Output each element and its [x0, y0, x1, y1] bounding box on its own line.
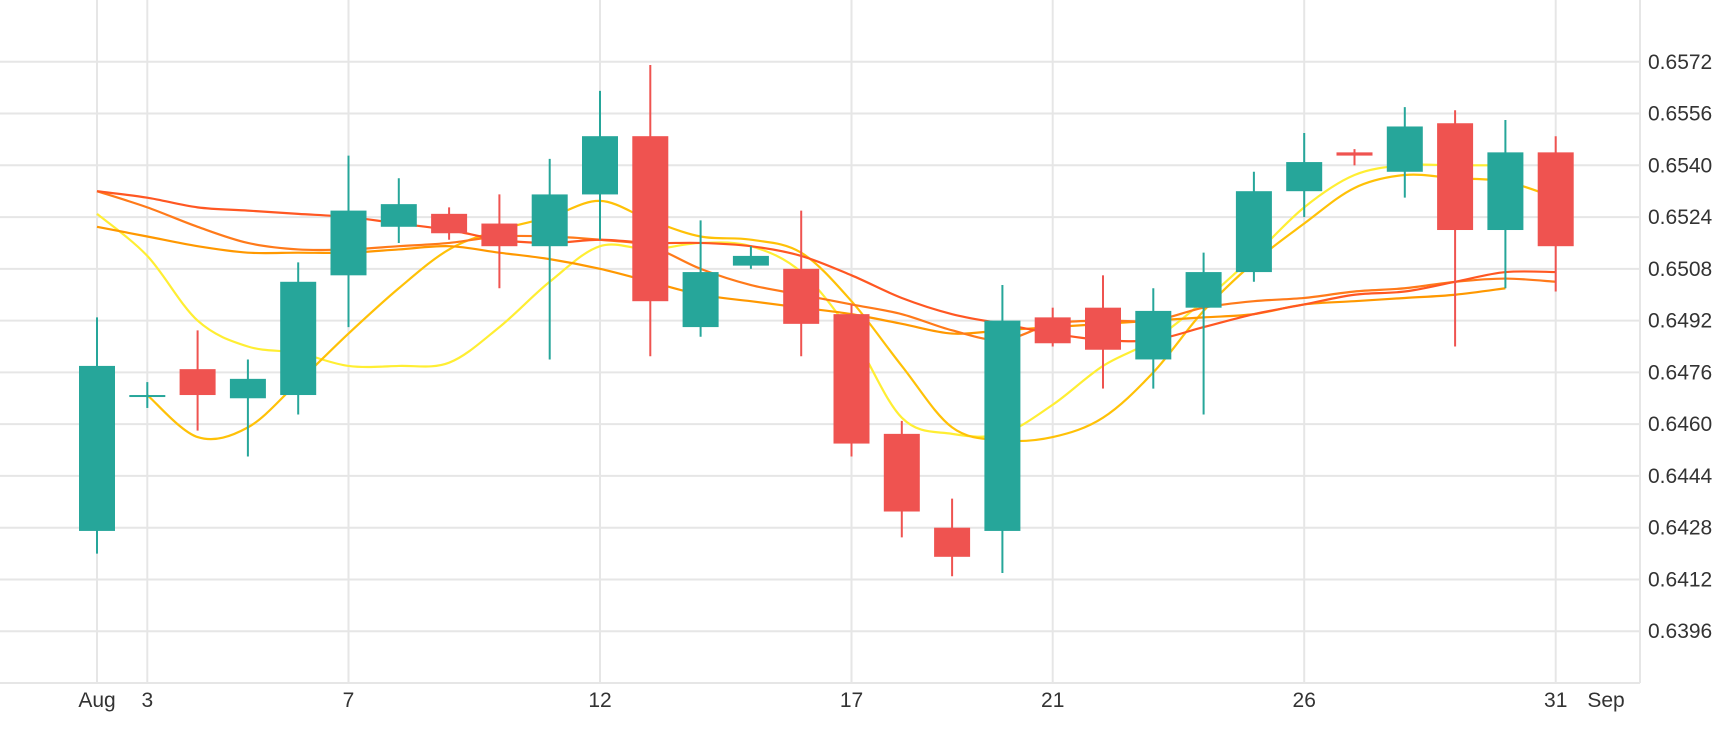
candle-body — [632, 136, 669, 302]
x-tick-label: 31 — [1544, 689, 1567, 712]
candle — [632, 65, 669, 357]
y-tick-label: 0.6444 — [1648, 465, 1713, 488]
candle-body — [79, 365, 115, 531]
candle-body — [380, 204, 417, 227]
y-tick-label: 0.6492 — [1648, 310, 1712, 333]
candle-body — [1185, 272, 1222, 308]
candle-body — [330, 210, 367, 276]
candle — [1487, 120, 1524, 289]
y-tick-label: 0.6460 — [1648, 413, 1712, 436]
x-tick-label: 21 — [1041, 689, 1064, 712]
candle — [229, 359, 266, 457]
candle — [582, 90, 618, 240]
candle-body — [1085, 307, 1121, 350]
candle-body — [1034, 317, 1071, 344]
y-tick-label: 0.6556 — [1648, 103, 1712, 126]
candle — [984, 285, 1021, 573]
candle-body — [984, 320, 1021, 531]
candle-body — [531, 194, 568, 247]
candle — [833, 304, 870, 457]
candle — [883, 420, 920, 538]
y-tick-label: 0.6428 — [1648, 517, 1712, 540]
y-tick-label: 0.6412 — [1648, 568, 1712, 591]
candle-body — [833, 314, 870, 444]
candle — [330, 155, 367, 328]
candle — [79, 317, 115, 554]
candle — [1185, 252, 1222, 415]
candle-body — [883, 433, 920, 512]
candle-body — [229, 378, 266, 399]
x-tick-label: 12 — [588, 689, 611, 712]
candle — [1135, 288, 1172, 389]
candle-body — [481, 223, 518, 247]
x-tick-label: 26 — [1293, 689, 1316, 712]
candle-body — [1487, 152, 1524, 231]
candle-body — [431, 213, 468, 234]
x-tick-label: Aug — [78, 689, 115, 712]
candle — [1034, 307, 1071, 347]
candle-body — [179, 369, 216, 396]
x-tick-label: 7 — [343, 689, 355, 712]
candle — [481, 194, 518, 289]
candle — [380, 178, 417, 243]
candle — [1386, 107, 1423, 198]
axes-layer: 0.6396 0.6412 0.6428 0.6444 0.6460 0.6476 0.64… — [0, 0, 1713, 712]
x-tick-label: 17 — [840, 689, 863, 712]
y-tick-label: 0.6476 — [1648, 361, 1712, 384]
candle — [1286, 132, 1323, 218]
x-tick-label: 3 — [141, 689, 153, 712]
y-tick-label: 0.6508 — [1648, 258, 1712, 281]
candle — [934, 498, 971, 577]
candle-body — [280, 281, 317, 396]
candle-body — [934, 527, 971, 557]
candle — [1336, 149, 1373, 166]
candle — [431, 207, 468, 240]
candle-body — [1537, 152, 1574, 247]
candle — [783, 210, 820, 357]
candle — [1437, 110, 1474, 347]
candle-body — [783, 268, 820, 324]
candle-body — [732, 255, 769, 266]
candle — [531, 158, 568, 360]
candle-body — [1135, 310, 1172, 360]
candle — [1235, 171, 1272, 282]
candle — [682, 220, 719, 337]
candle-body — [1235, 191, 1272, 273]
candle-body — [1286, 162, 1323, 192]
candle — [280, 262, 317, 415]
candle — [1085, 275, 1121, 389]
candle-body — [1437, 123, 1474, 231]
candle-body — [1336, 152, 1373, 156]
candle — [1537, 136, 1574, 292]
candle — [732, 246, 769, 269]
y-tick-label: 0.6540 — [1648, 154, 1712, 177]
y-tick-label: 0.6572 — [1648, 51, 1712, 74]
candle-body — [582, 136, 618, 195]
candle-body — [129, 395, 166, 398]
y-tick-label: 0.6396 — [1648, 620, 1712, 643]
candle — [129, 382, 166, 408]
moving-average-line — [146, 173, 1557, 443]
candle-body — [1386, 126, 1423, 172]
x-tick-label: Sep — [1587, 689, 1624, 712]
y-tick-label: 0.6524 — [1648, 206, 1713, 229]
candle — [179, 330, 216, 431]
candles-layer — [79, 65, 1574, 577]
candle-body — [682, 272, 719, 328]
